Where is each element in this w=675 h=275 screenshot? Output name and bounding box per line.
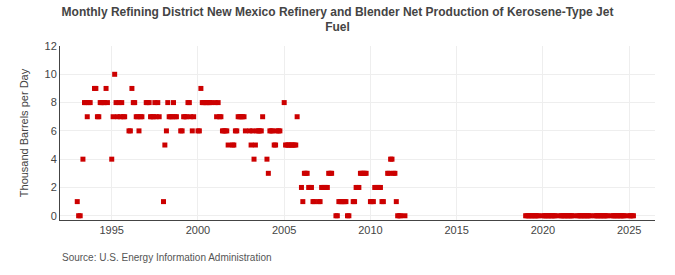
svg-text:2000: 2000 — [186, 224, 210, 236]
svg-text:2005: 2005 — [272, 224, 296, 236]
svg-text:8: 8 — [51, 96, 57, 108]
svg-text:Monthly Refining District New: Monthly Refining District New Mexico Ref… — [62, 5, 614, 35]
svg-text:2010: 2010 — [358, 224, 382, 236]
svg-text:1995: 1995 — [99, 224, 123, 236]
svg-text:6: 6 — [51, 125, 57, 137]
svg-text:2015: 2015 — [444, 224, 468, 236]
svg-text:Source: U.S. Energy Informatio: Source: U.S. Energy Information Administ… — [62, 252, 272, 263]
svg-text:12: 12 — [45, 40, 57, 52]
svg-text:0: 0 — [51, 210, 57, 222]
svg-text:4: 4 — [51, 153, 57, 165]
svg-text:2: 2 — [51, 181, 57, 193]
svg-text:2020: 2020 — [531, 224, 555, 236]
svg-text:2025: 2025 — [617, 224, 641, 236]
svg-text:10: 10 — [45, 68, 57, 80]
svg-text:Thousand Barrels per Day: Thousand Barrels per Day — [18, 68, 30, 197]
